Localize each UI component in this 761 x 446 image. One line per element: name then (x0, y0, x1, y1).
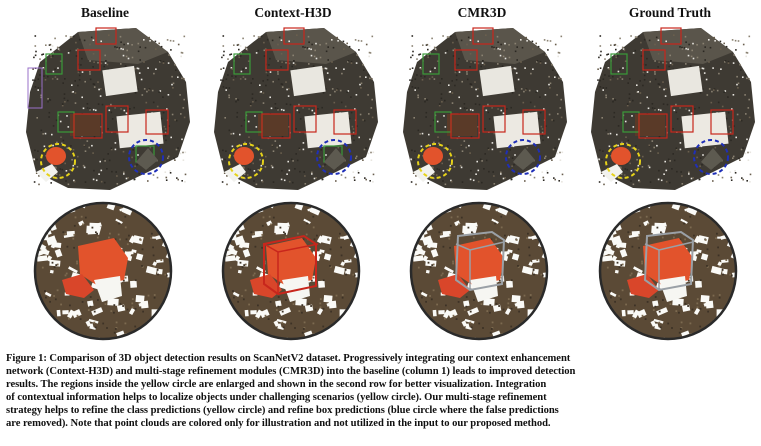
blue-dashed-circle (316, 139, 352, 175)
detection-box (522, 109, 546, 135)
detection-box (45, 53, 63, 75)
refined-box (643, 230, 695, 292)
scene-cmr3d (403, 27, 567, 190)
detection-box (283, 27, 305, 45)
zoom-circle-outline (598, 201, 738, 341)
caption-line: Figure 1: Comparison of 3D object detect… (6, 353, 571, 364)
detection-box (642, 49, 666, 71)
yellow-dashed-circle (40, 143, 76, 179)
blue-dashed-circle (128, 139, 164, 175)
detection-box (95, 27, 117, 45)
blue-dashed-circle (693, 139, 729, 175)
yellow-dashed-circle (417, 143, 453, 179)
refined-box (454, 230, 506, 292)
detection-box (333, 109, 357, 135)
detection-box (77, 49, 101, 71)
detection-box (482, 105, 506, 133)
yellow-dashed-circle (605, 143, 641, 179)
zoom-circle-outline (409, 201, 549, 341)
detection-box (660, 27, 682, 45)
detection-box (710, 109, 734, 135)
detection-box (265, 49, 289, 71)
caption-line: of contextual information helps to local… (6, 392, 547, 404)
caption-line: results. The regions inside the yellow c… (6, 379, 547, 391)
object-points (643, 238, 693, 286)
column-title-context-h3d: Context-H3D (254, 5, 332, 20)
yellow-dashed-circle (228, 143, 264, 179)
zoom-baseline (33, 201, 173, 341)
zoom-circle-outline (33, 201, 173, 341)
caption-line: network (Context-H3D) and multi-stage re… (6, 366, 576, 378)
detection-box (450, 113, 480, 139)
scene-ground-truth (591, 27, 755, 190)
detection-box (454, 49, 478, 71)
caption-line: are removed). Note that point clouds are… (6, 418, 551, 430)
object-points (78, 238, 128, 286)
detection-box (670, 105, 694, 133)
column-title-baseline: Baseline (80, 5, 129, 20)
detection-box (261, 113, 291, 139)
detection-box (73, 113, 103, 139)
detection-box (145, 109, 169, 135)
figure-caption: Figure 1: Comparison of 3D object detect… (6, 352, 754, 431)
scene-baseline (26, 27, 190, 190)
zoom-circle-outline (221, 201, 361, 341)
zoom-context-h3d (221, 201, 361, 341)
detection-box (105, 105, 129, 133)
column-title-cmr3d: CMR3D (457, 5, 507, 20)
caption-line: strategy helps to refine the class predi… (6, 405, 559, 417)
detection-box (610, 53, 628, 75)
detection-box (27, 67, 43, 109)
blue-dashed-circle (505, 139, 541, 175)
detection-box (293, 105, 317, 133)
detection-box (472, 27, 494, 45)
column-title-ground-truth: Ground Truth (628, 5, 712, 20)
predicted-box (263, 234, 317, 296)
zoom-ground-truth (598, 201, 738, 341)
object-points (454, 238, 504, 286)
scene-context-h3d (214, 27, 378, 190)
detection-box (638, 113, 668, 139)
detection-box (422, 53, 440, 75)
zoom-cmr3d (409, 201, 549, 341)
detection-box (233, 53, 251, 75)
